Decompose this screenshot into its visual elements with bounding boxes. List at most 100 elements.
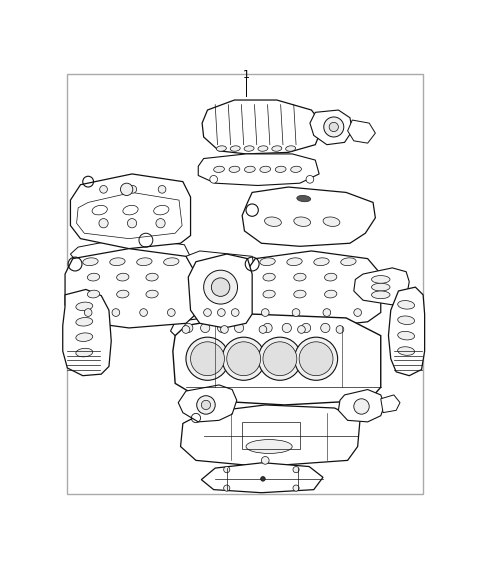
Ellipse shape — [324, 290, 337, 298]
Polygon shape — [170, 312, 255, 341]
Polygon shape — [381, 395, 400, 413]
Ellipse shape — [294, 273, 306, 281]
Ellipse shape — [299, 342, 333, 376]
Ellipse shape — [230, 146, 240, 151]
Polygon shape — [244, 251, 381, 328]
Ellipse shape — [87, 273, 100, 281]
Ellipse shape — [260, 166, 271, 173]
Ellipse shape — [372, 291, 390, 299]
Ellipse shape — [354, 399, 369, 414]
Ellipse shape — [301, 323, 311, 333]
Ellipse shape — [259, 325, 267, 333]
Polygon shape — [348, 120, 375, 143]
Ellipse shape — [214, 166, 225, 173]
Polygon shape — [188, 254, 252, 328]
Ellipse shape — [398, 332, 415, 340]
Ellipse shape — [201, 400, 211, 409]
Ellipse shape — [156, 219, 165, 228]
Ellipse shape — [286, 146, 296, 151]
Ellipse shape — [398, 301, 415, 309]
Ellipse shape — [76, 302, 93, 311]
Ellipse shape — [398, 347, 415, 355]
Ellipse shape — [314, 258, 329, 266]
Ellipse shape — [275, 166, 286, 173]
Ellipse shape — [76, 318, 93, 326]
Ellipse shape — [272, 146, 282, 151]
Ellipse shape — [234, 323, 244, 333]
Ellipse shape — [221, 325, 228, 333]
Ellipse shape — [211, 261, 217, 267]
Ellipse shape — [263, 323, 272, 333]
Polygon shape — [202, 100, 323, 154]
Polygon shape — [338, 390, 384, 422]
Ellipse shape — [201, 323, 210, 333]
Ellipse shape — [182, 325, 190, 333]
Ellipse shape — [224, 466, 230, 473]
Ellipse shape — [204, 270, 238, 304]
Ellipse shape — [154, 205, 169, 215]
Ellipse shape — [120, 183, 133, 196]
Ellipse shape — [146, 290, 158, 298]
Ellipse shape — [258, 337, 301, 380]
Ellipse shape — [211, 278, 230, 296]
Polygon shape — [354, 268, 409, 305]
Ellipse shape — [137, 258, 152, 266]
Ellipse shape — [158, 186, 166, 193]
Ellipse shape — [244, 166, 255, 173]
Ellipse shape — [258, 146, 268, 151]
Polygon shape — [246, 320, 354, 345]
Polygon shape — [201, 462, 323, 493]
Ellipse shape — [140, 309, 147, 316]
Ellipse shape — [261, 477, 265, 481]
Ellipse shape — [76, 349, 93, 357]
Ellipse shape — [87, 290, 100, 298]
Ellipse shape — [317, 262, 323, 268]
Ellipse shape — [291, 166, 301, 173]
Ellipse shape — [92, 205, 108, 215]
Polygon shape — [71, 237, 192, 274]
Ellipse shape — [146, 273, 158, 281]
Ellipse shape — [321, 323, 330, 333]
Ellipse shape — [83, 258, 98, 266]
Ellipse shape — [300, 262, 306, 268]
Ellipse shape — [191, 342, 225, 376]
Ellipse shape — [186, 337, 229, 380]
Ellipse shape — [263, 342, 297, 376]
Ellipse shape — [283, 262, 289, 268]
Ellipse shape — [323, 309, 331, 316]
Ellipse shape — [198, 261, 204, 267]
Ellipse shape — [293, 466, 299, 473]
Ellipse shape — [293, 485, 299, 491]
Polygon shape — [65, 249, 196, 328]
Ellipse shape — [282, 323, 291, 333]
Ellipse shape — [117, 290, 129, 298]
Ellipse shape — [112, 309, 120, 316]
Ellipse shape — [235, 261, 241, 267]
Ellipse shape — [398, 316, 415, 324]
Polygon shape — [71, 174, 191, 249]
Ellipse shape — [117, 273, 129, 281]
Ellipse shape — [341, 258, 356, 266]
Ellipse shape — [184, 323, 193, 333]
Ellipse shape — [295, 337, 337, 380]
Ellipse shape — [263, 290, 275, 298]
Polygon shape — [388, 287, 425, 376]
Polygon shape — [184, 251, 254, 274]
Ellipse shape — [287, 258, 302, 266]
Ellipse shape — [110, 258, 125, 266]
Ellipse shape — [306, 175, 314, 183]
Ellipse shape — [204, 309, 211, 316]
Ellipse shape — [297, 196, 311, 202]
Ellipse shape — [231, 309, 239, 316]
Ellipse shape — [260, 258, 275, 266]
Ellipse shape — [298, 325, 305, 333]
Ellipse shape — [266, 262, 272, 268]
Ellipse shape — [217, 323, 227, 333]
Ellipse shape — [127, 219, 137, 228]
Ellipse shape — [329, 122, 338, 131]
Ellipse shape — [262, 456, 269, 464]
Ellipse shape — [229, 166, 240, 173]
Ellipse shape — [263, 273, 275, 281]
Ellipse shape — [210, 175, 217, 183]
Ellipse shape — [217, 309, 225, 316]
